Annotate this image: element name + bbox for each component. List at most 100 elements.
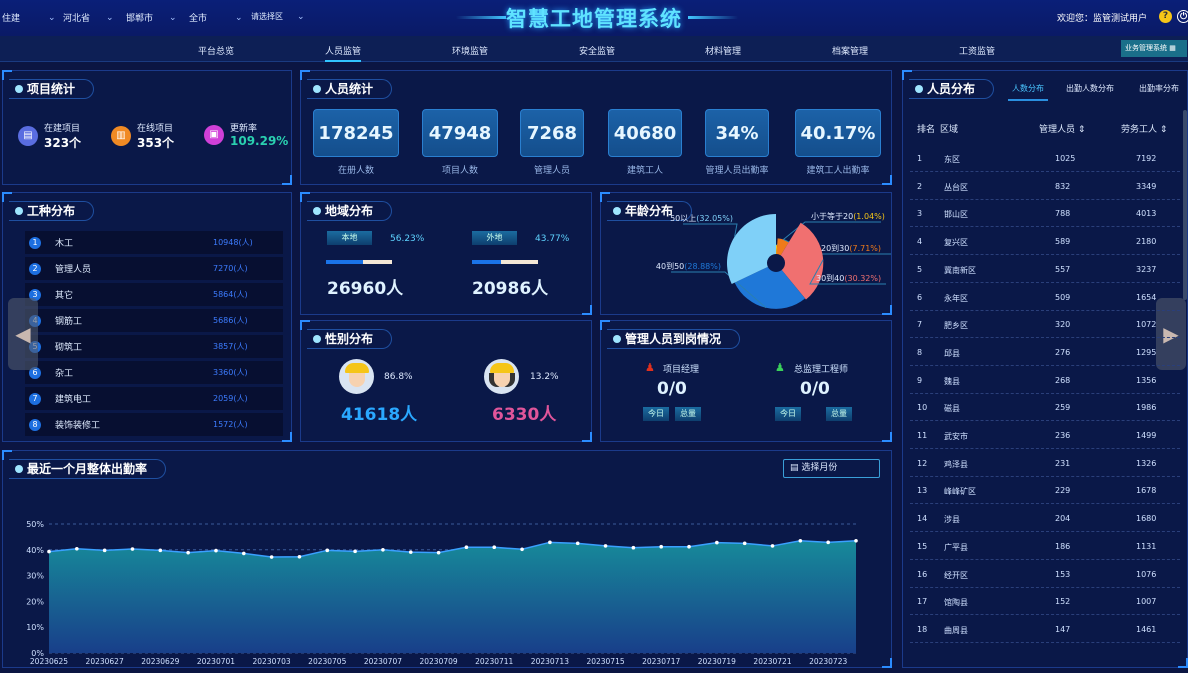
supervisor-label: 总监理工程师 xyxy=(794,365,849,375)
data-point xyxy=(742,541,747,546)
managers-cell: 186 xyxy=(1055,541,1071,551)
table-row[interactable]: 7 肥乡区 320 1072 xyxy=(910,311,1180,339)
question-circle-icon[interactable]: ? xyxy=(1159,10,1172,23)
manager-total-button[interactable]: 总量 xyxy=(675,407,701,421)
table-row[interactable]: 15 广平县 186 1131 xyxy=(910,533,1180,560)
power-icon[interactable]: ⏻ xyxy=(1177,10,1188,23)
managers-cell: 231 xyxy=(1055,458,1071,468)
table-row[interactable]: 2 丛台区 832 3349 xyxy=(910,173,1180,200)
manager-today-button[interactable]: 今日 xyxy=(643,407,669,421)
worker-type-name: 木工 xyxy=(55,239,74,249)
column-managers[interactable]: 管理人员 ⇕ xyxy=(1039,125,1086,135)
rank-cell: 17 xyxy=(917,597,928,607)
prev-page-button[interactable]: ◀ xyxy=(8,298,38,370)
filter-district[interactable]: 请选择区 ⌄ xyxy=(251,11,305,22)
nav-item-safety[interactable]: 安全监管 xyxy=(579,47,616,57)
managers-cell: 229 xyxy=(1055,486,1071,496)
panel-title-text: 工种分布 xyxy=(27,204,76,218)
worker-type-count: 3857(人) xyxy=(213,342,248,351)
attendance-area xyxy=(49,540,856,653)
data-point xyxy=(520,547,524,552)
personnel-stats-panel: 人员统计 178245 在册人数 47948 项目人数 7268 管理人员 40680 建筑工… xyxy=(300,70,892,185)
filter-label: 邯郸市 xyxy=(126,14,154,24)
table-row[interactable]: 17 馆陶县 152 1007 xyxy=(910,588,1180,616)
data-point xyxy=(854,538,858,543)
table-row[interactable]: 14 涉县 204 1680 xyxy=(910,505,1180,533)
month-select[interactable]: ▤ 选择月份 xyxy=(783,459,880,478)
list-item: 3 其它 5864(人) xyxy=(25,283,283,306)
stat-box: 34% xyxy=(705,109,769,157)
rank-cell: 11 xyxy=(917,431,928,440)
business-system-label: 业务管理系统 xyxy=(1125,44,1167,52)
table-row[interactable]: 1 东区 1025 7192 xyxy=(910,145,1180,172)
table-scrollbar[interactable] xyxy=(1183,110,1187,300)
x-tick-label: 20230707 xyxy=(364,657,402,666)
data-point xyxy=(631,545,636,550)
column-workers[interactable]: 劳务工人 ⇕ xyxy=(1121,125,1168,135)
table-row[interactable]: 18 曲周县 147 1461 xyxy=(910,616,1180,643)
chevron-down-icon: ⌄ xyxy=(235,12,243,23)
chevron-down-icon: ⌄ xyxy=(106,12,114,23)
nav-item-overview[interactable]: 平台总览 xyxy=(198,47,235,57)
tab-attendance-rate[interactable]: 出勤率分布 xyxy=(1139,84,1179,93)
stat-value: 323个 xyxy=(44,136,82,150)
nav-item-environment[interactable]: 环境监管 xyxy=(452,47,489,57)
supervisor-total-button[interactable]: 总量 xyxy=(826,407,852,421)
filter-city[interactable]: 邯郸市 ⌄ xyxy=(126,11,177,25)
data-point xyxy=(102,548,107,553)
table-row[interactable]: 10 磁县 259 1986 xyxy=(910,394,1180,422)
table-row[interactable]: 5 冀南新区 557 3237 xyxy=(910,256,1180,283)
table-row[interactable]: 4 复兴区 589 2180 xyxy=(910,228,1180,256)
x-tick-label: 20230717 xyxy=(642,657,680,666)
worker-type-count: 1572(人) xyxy=(213,420,248,429)
table-row[interactable]: 11 武安市 236 1499 xyxy=(910,422,1180,449)
nav-item-archives[interactable]: 档案管理 xyxy=(832,47,869,57)
table-row[interactable]: 13 峰峰矿区 229 1678 xyxy=(910,477,1180,505)
stat-online-projects: ▥ 在线项目 353个 xyxy=(111,121,174,151)
workers-cell: 1461 xyxy=(1136,624,1157,634)
data-point xyxy=(659,544,664,549)
column-rank: 排名 xyxy=(917,125,936,135)
x-tick-label: 20230715 xyxy=(586,657,624,666)
data-point xyxy=(130,547,135,551)
female-percent: 13.2% xyxy=(530,372,559,382)
stat-box: 40.17% xyxy=(795,109,881,157)
tab-attendance-count[interactable]: 出勤人数分布 xyxy=(1066,84,1114,93)
rank-cell: 3 xyxy=(917,209,923,219)
panel-title: 人员分布 xyxy=(909,79,995,99)
filter-category[interactable]: 住建 ⌄ xyxy=(2,11,56,25)
table-row[interactable]: 12 鸡泽县 231 1326 xyxy=(910,450,1180,477)
filter-label: 住建 xyxy=(2,14,21,24)
table-row[interactable]: 16 经开区 153 1076 xyxy=(910,561,1180,588)
table-row[interactable]: 6 永年区 509 1654 xyxy=(910,284,1180,311)
area-cell: 肥乡区 xyxy=(944,321,968,331)
male-count: 41618人 xyxy=(341,405,418,425)
supervisor-today-button[interactable]: 今日 xyxy=(775,407,801,421)
panel-title: 最近一个月整体出勤率 xyxy=(9,459,167,479)
title-dot-icon xyxy=(613,335,621,343)
workers-cell: 1680 xyxy=(1136,514,1157,524)
nav-item-wages[interactable]: 工资监管 xyxy=(959,47,996,57)
local-progress-fill xyxy=(326,260,363,264)
filter-province[interactable]: 河北省 ⌄ xyxy=(63,11,114,25)
filter-label: 河北省 xyxy=(63,14,91,24)
nav-item-materials[interactable]: 材料管理 xyxy=(705,47,742,57)
data-point xyxy=(603,544,608,548)
workers-cell: 1131 xyxy=(1136,541,1157,551)
x-tick-label: 20230701 xyxy=(197,657,235,666)
area-cell: 魏县 xyxy=(944,376,960,386)
table-row[interactable]: 3 邯山区 788 4013 xyxy=(910,200,1180,228)
rank-cell: 15 xyxy=(917,541,928,551)
age-label-line xyxy=(671,271,767,309)
stat-box: 7268 xyxy=(520,109,584,157)
data-point xyxy=(826,540,830,545)
managers-cell: 832 xyxy=(1055,181,1071,191)
panel-title-text: 最近一个月整体出勤率 xyxy=(27,462,148,476)
filter-scope[interactable]: 全市 ⌄ xyxy=(189,11,243,25)
table-row[interactable]: 8 邱县 276 1295 xyxy=(910,339,1180,366)
tab-headcount[interactable]: 人数分布 xyxy=(1008,83,1048,101)
business-system-button[interactable]: 业务管理系统 ▦ xyxy=(1121,40,1187,57)
x-tick-label: 20230705 xyxy=(308,657,346,666)
table-row[interactable]: 9 魏县 268 1356 xyxy=(910,367,1180,394)
nav-item-personnel[interactable]: 人员监管 xyxy=(325,44,362,62)
